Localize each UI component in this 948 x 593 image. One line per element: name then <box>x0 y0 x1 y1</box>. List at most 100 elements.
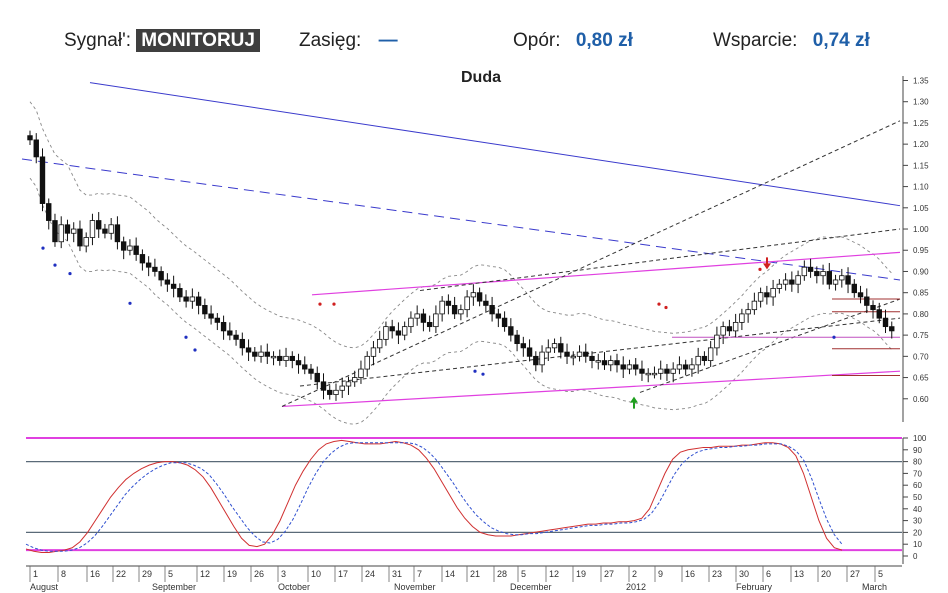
candle-body <box>220 321 227 332</box>
candle-body <box>720 326 726 336</box>
candle-body <box>383 326 389 340</box>
candle-body <box>64 224 71 234</box>
chart-title: Duda <box>461 69 501 86</box>
candle-body <box>651 372 658 376</box>
candle-body <box>214 317 221 323</box>
candle-body <box>620 364 626 370</box>
candle-body <box>127 245 133 251</box>
stoch-y-tick-label: 30 <box>913 517 922 526</box>
candle-body <box>570 355 576 359</box>
candle-body <box>832 279 839 285</box>
candle-body <box>595 360 601 363</box>
price-y-tick-label: 0.70 <box>913 352 929 361</box>
candle-body <box>139 254 146 264</box>
candle-body <box>195 296 202 306</box>
signal-dot <box>53 263 57 267</box>
candle-body <box>420 313 427 323</box>
stoch-y-tick-label: 20 <box>913 528 922 537</box>
candle-body <box>158 271 164 281</box>
support-value: 0,74 zł <box>812 30 870 51</box>
stoch-y-tick-label: 50 <box>913 493 922 502</box>
candle-body <box>71 228 77 234</box>
signal-dot <box>41 246 45 250</box>
candle-body <box>807 266 814 272</box>
candle-body <box>27 135 33 141</box>
candle-body <box>695 355 701 366</box>
x-day-label: 13 <box>794 569 804 579</box>
candle-body <box>376 338 383 349</box>
candle-body <box>239 338 246 349</box>
range-group: Zasięg: — <box>299 28 398 54</box>
candle-body <box>283 355 289 361</box>
candle-body <box>764 292 770 298</box>
candle-body <box>757 292 764 302</box>
candle-body <box>826 271 833 285</box>
signal-dot <box>664 305 668 310</box>
candle-body <box>227 330 233 336</box>
candle-body <box>333 389 339 395</box>
candle-body <box>77 228 83 247</box>
signal-dot <box>657 302 661 306</box>
candle-body <box>245 347 252 353</box>
candle-body <box>658 368 664 374</box>
signal-dot <box>473 369 477 373</box>
candle-body <box>308 368 314 374</box>
candle-body <box>583 351 589 357</box>
candle-body <box>170 283 177 289</box>
dashed-fan-line-1 <box>281 120 901 407</box>
candle-body <box>189 296 196 302</box>
candle-body <box>395 330 402 336</box>
buy-arrow-icon <box>630 396 638 409</box>
candle-body <box>889 326 895 332</box>
candle-body <box>208 313 214 319</box>
candle-body <box>839 275 845 281</box>
candle-body <box>327 389 333 395</box>
x-month-label: October <box>278 582 310 592</box>
price-y-tick-label: 1.35 <box>913 76 929 85</box>
x-day-label: 31 <box>392 569 402 579</box>
candle-body <box>626 364 633 370</box>
candle-body <box>252 351 258 357</box>
x-day-label: 16 <box>685 569 695 579</box>
x-day-label: 8 <box>61 569 66 579</box>
candle-body <box>789 279 795 285</box>
candle-body <box>451 305 458 315</box>
candle-body <box>89 220 96 238</box>
candle-body <box>233 334 239 340</box>
candle-body <box>445 300 452 306</box>
candle-body <box>358 368 364 378</box>
candle-body <box>277 355 283 361</box>
resistance-group: Opór: 0,80 zł <box>513 28 633 54</box>
candle-body <box>389 326 395 332</box>
candle-body <box>645 372 651 376</box>
x-day-label: 27 <box>604 569 614 579</box>
x-month-label: December <box>510 582 552 592</box>
x-day-label: 20 <box>821 569 831 579</box>
signal-dot <box>332 302 336 306</box>
candle-body <box>876 309 882 319</box>
candle-body <box>33 139 39 158</box>
x-day-label: 6 <box>766 569 771 579</box>
candle-body <box>152 266 158 272</box>
candle-body <box>501 317 508 328</box>
x-day-label: 9 <box>658 569 663 579</box>
stoch-y-tick-label: 70 <box>913 469 922 478</box>
stoch-y-tick-label: 100 <box>913 434 927 443</box>
candle-body <box>483 300 489 306</box>
stoch-y-tick-label: 80 <box>913 458 922 467</box>
upper-channel-line <box>311 251 901 296</box>
signal-label: Sygnał': <box>64 30 132 51</box>
x-day-label: 7 <box>417 569 422 579</box>
candle-body <box>364 355 370 370</box>
x-day-label: 10 <box>311 569 321 579</box>
candle-body <box>177 288 183 298</box>
resistance-value: 0,80 zł <box>575 30 633 51</box>
candle-body <box>732 321 739 332</box>
candle-body <box>108 224 114 234</box>
candle-body <box>857 292 864 298</box>
candle-body <box>776 283 783 289</box>
candle-body <box>352 377 358 383</box>
candle-body <box>489 305 495 315</box>
candle-body <box>770 288 776 298</box>
